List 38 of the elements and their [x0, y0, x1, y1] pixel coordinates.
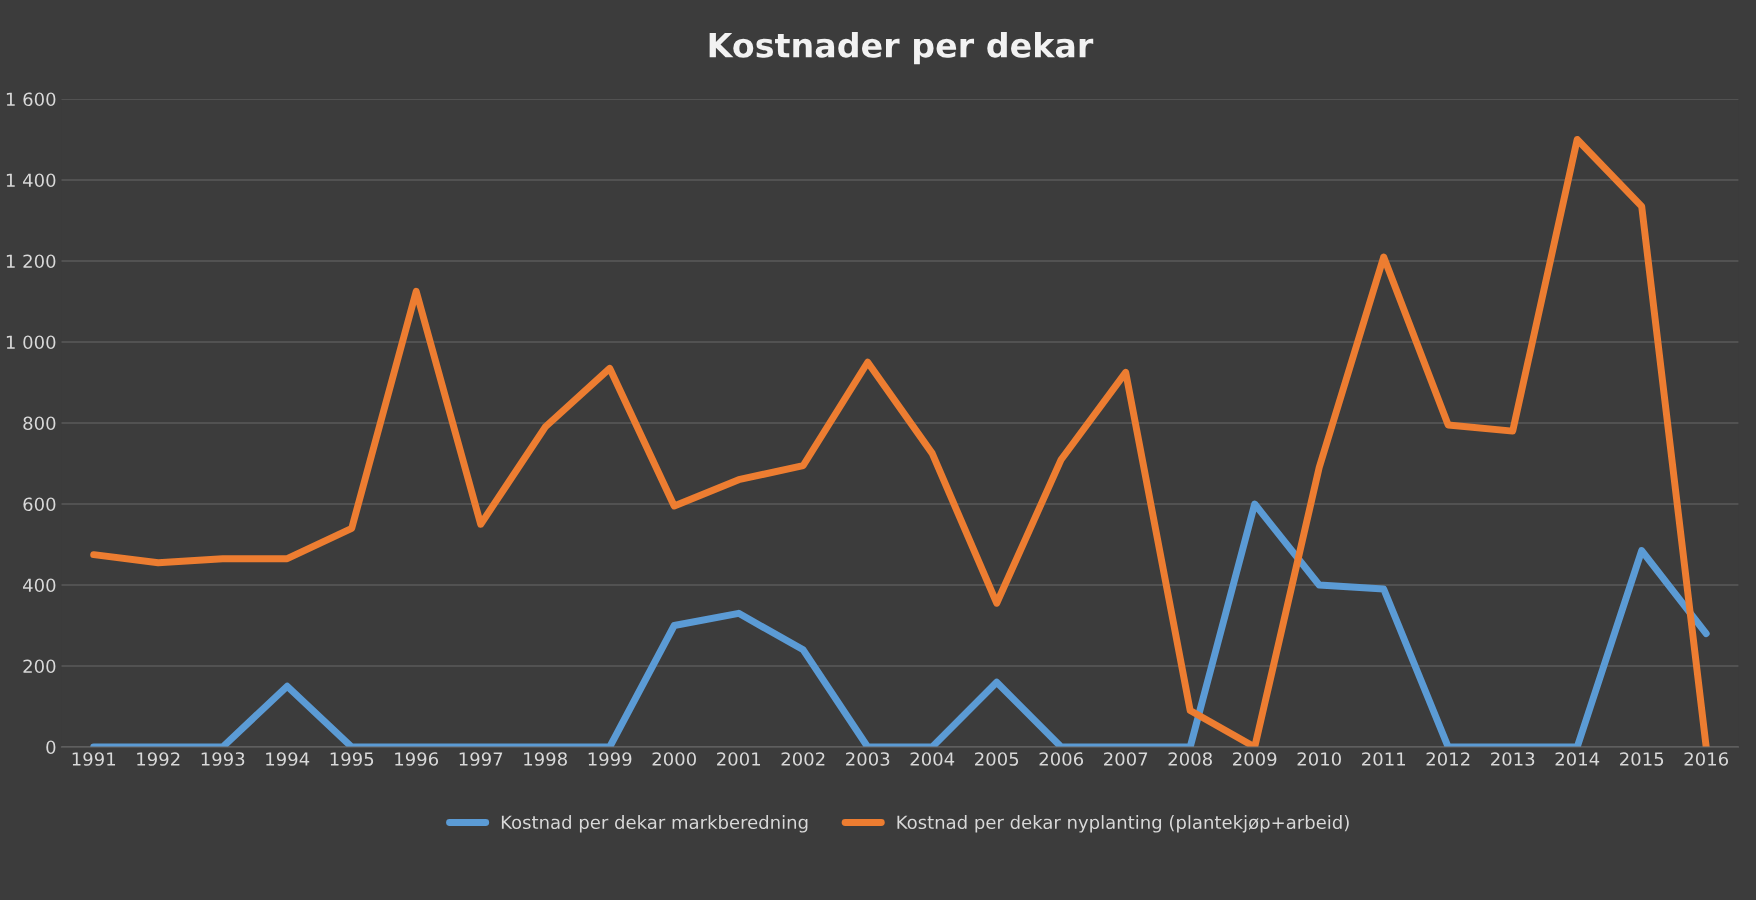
y-tick-label: 600	[23, 497, 56, 512]
x-tick-label: 2010	[1297, 752, 1341, 766]
chart-title: Kostnader per dekar	[709, 32, 1094, 65]
x-tick-label: 2009	[1233, 752, 1277, 766]
x-tick-label: 1991	[72, 752, 116, 766]
y-tick-label: 800	[23, 416, 56, 431]
x-tick-label: 2006	[1039, 752, 1084, 766]
legend-label: Kostnad per dekar nyplanting (plantekjøp+arbeid)	[897, 815, 1349, 833]
x-tick-label: 1994	[266, 752, 310, 766]
x-tick-label: 2000	[652, 752, 696, 766]
x-tick-label: 1999	[588, 752, 632, 766]
x-tick-label: 2012	[1426, 752, 1470, 766]
x-tick-label: 2002	[781, 752, 825, 766]
x-tick-label: 1996	[395, 752, 439, 766]
x-tick-label: 1992	[137, 752, 180, 766]
y-tick-label: 1 600	[6, 92, 56, 107]
x-tick-label: 2011	[1362, 752, 1405, 766]
y-tick-label: 0	[46, 740, 56, 755]
x-tick-label: 1995	[330, 752, 374, 766]
x-tick-label: 2015	[1620, 752, 1664, 766]
x-tick-label: 2013	[1491, 752, 1535, 766]
y-tick-label: 1 200	[6, 254, 56, 269]
x-tick-label: 2004	[910, 752, 955, 766]
y-tick-label: 1 400	[6, 173, 56, 188]
x-tick-label: 2014	[1555, 752, 1600, 766]
y-tick-label: 200	[23, 659, 56, 674]
x-tick-label: 2007	[1104, 752, 1148, 766]
x-tick-label: 1997	[459, 752, 503, 766]
y-tick-label: 1 000	[6, 335, 56, 350]
x-tick-label: 2001	[717, 752, 761, 766]
x-tick-label: 2005	[975, 752, 1019, 766]
legend-label: Kostnad per dekar markberedning	[501, 815, 808, 833]
y-tick-label: 400	[23, 578, 56, 593]
x-tick-label: 2016	[1684, 752, 1729, 766]
x-tick-label: 2003	[846, 752, 890, 766]
x-tick-label: 2008	[1168, 752, 1212, 766]
x-tick-label: 1993	[201, 752, 245, 766]
x-tick-label: 1998	[524, 752, 567, 766]
